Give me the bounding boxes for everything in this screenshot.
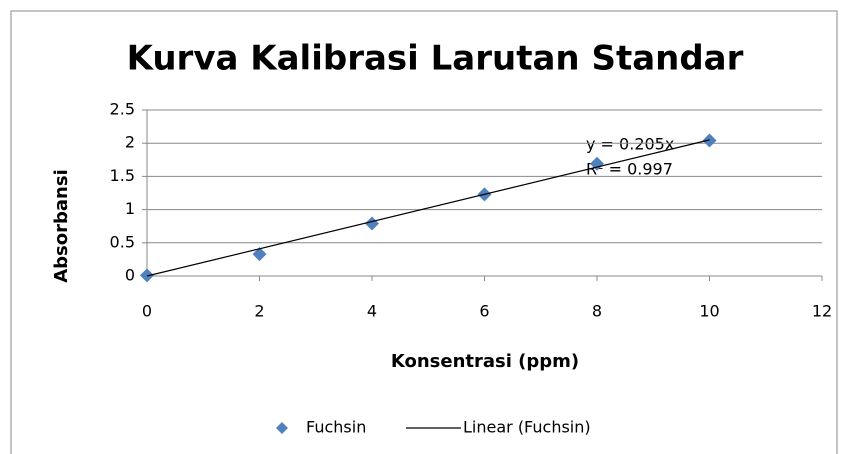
x-tick-label: 4	[367, 302, 377, 321]
x-axis-title: Konsentrasi (ppm)	[391, 351, 579, 372]
legend-marker	[276, 422, 288, 434]
data-point	[365, 216, 379, 231]
x-tick-label: 10	[699, 302, 719, 321]
x-tick-label: 8	[592, 302, 602, 321]
y-tick-label: 1	[125, 199, 135, 218]
trendline-equation: y = 0.205x	[586, 135, 674, 154]
chart-title: Kurva Kalibrasi Larutan Standar	[127, 39, 744, 79]
trendline	[146, 139, 710, 277]
x-tick-label: 2	[254, 302, 264, 321]
legend-label: Fuchsin	[306, 418, 366, 437]
legend-label: Linear (Fuchsin)	[463, 418, 591, 437]
data-point	[702, 133, 717, 148]
y-tick-label: 1.5	[110, 166, 135, 185]
data-point	[252, 247, 267, 262]
y-tick-label: 0	[125, 266, 135, 285]
y-axis-title: Absorbansi	[51, 169, 72, 283]
y-tick-label: 0.5	[110, 232, 135, 251]
data-point	[590, 156, 604, 171]
x-tick-label: 12	[812, 302, 832, 321]
x-tick-label: 0	[142, 302, 152, 321]
chart-border	[10, 10, 838, 454]
y-tick-label: 2	[125, 133, 135, 152]
x-tick-label: 6	[479, 302, 489, 321]
y-tick-label: 2.5	[110, 100, 135, 119]
data-point	[140, 268, 154, 283]
